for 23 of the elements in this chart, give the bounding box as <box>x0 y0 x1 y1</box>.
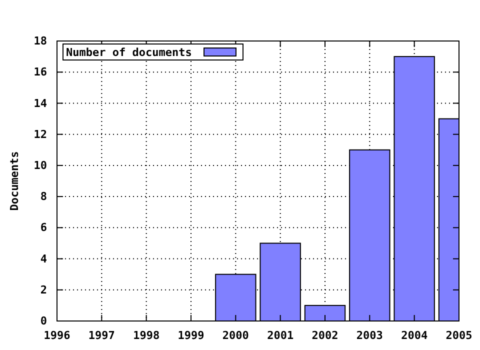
y-tick-label: 18 <box>34 34 47 48</box>
x-tick-label: 2004 <box>401 328 428 342</box>
y-tick-label: 12 <box>34 128 47 141</box>
y-tick-label: 16 <box>34 66 48 79</box>
x-tick-label: 2003 <box>356 328 383 342</box>
y-tick-label: 6 <box>40 221 48 234</box>
x-tick-label: 1997 <box>88 328 115 342</box>
x-tick-label: 1999 <box>178 328 204 342</box>
x-tick-label: 2000 <box>222 328 249 342</box>
y-tick-label: 0 <box>40 314 47 328</box>
y-tick-label: 4 <box>40 252 48 266</box>
y-tick-label: 14 <box>34 96 48 110</box>
y-tick-label: 10 <box>34 158 47 172</box>
x-tick-label: 2001 <box>267 328 294 342</box>
y-tick-label: 8 <box>40 190 47 204</box>
x-tick-label: 2005 <box>446 328 472 342</box>
bar <box>304 304 346 321</box>
x-tick-label: 2002 <box>312 328 338 342</box>
y-tick-label: 2 <box>40 283 47 296</box>
y-axis-title: Documents <box>8 151 21 211</box>
legend-label: Number of documents <box>66 46 192 59</box>
x-tick-label: 1998 <box>133 328 160 342</box>
x-tick-label: 1996 <box>44 328 71 342</box>
